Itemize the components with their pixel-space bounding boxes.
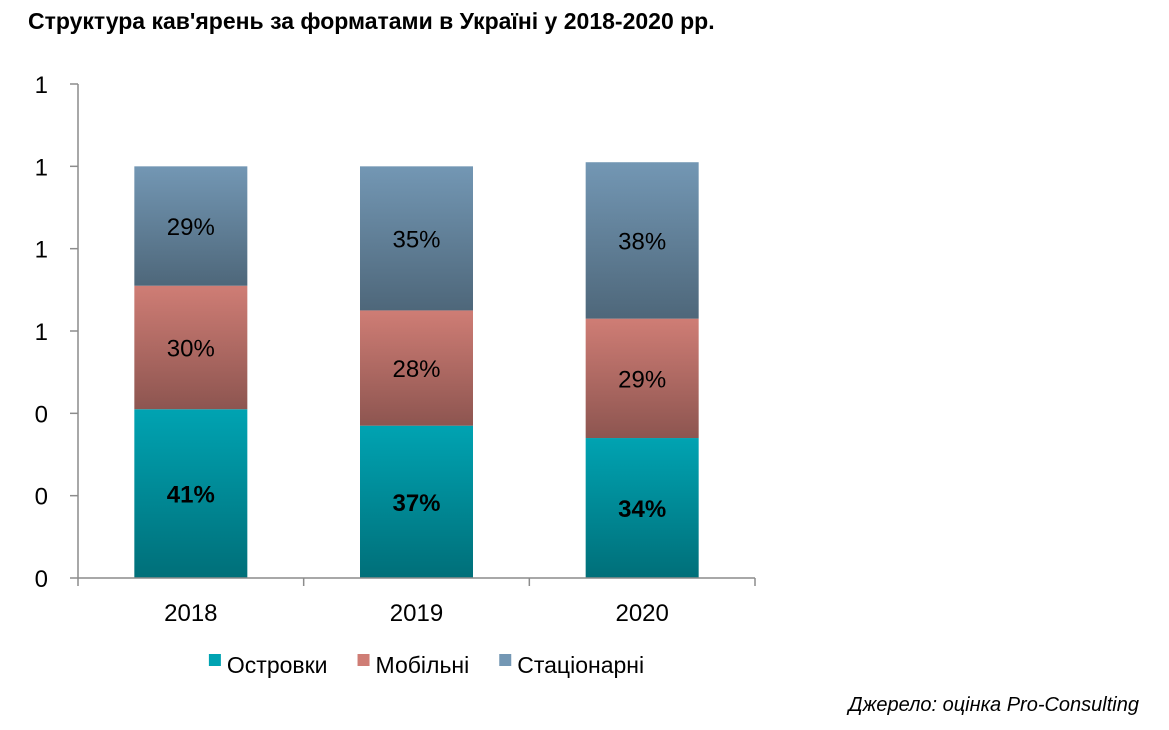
y-tick-label: 1 xyxy=(35,319,48,346)
bar-2018-1 xyxy=(134,285,248,410)
legend-swatch xyxy=(357,654,370,666)
legend-label: Островки xyxy=(227,652,328,678)
y-tick-label: 1 xyxy=(35,237,48,264)
legend-item-0: Островки xyxy=(208,652,328,678)
data-label-2019-2: 35% xyxy=(392,226,440,253)
bar-2019-2 xyxy=(360,166,473,311)
legend: Островки Мобільні Стаціонарні xyxy=(208,652,644,678)
legend-swatch xyxy=(499,654,512,666)
y-tick-label: 0 xyxy=(35,484,48,511)
bar-2019-1 xyxy=(360,310,473,426)
legend-label: Стаціонарні xyxy=(517,652,644,678)
x-tick-label-2019: 2019 xyxy=(390,600,443,627)
data-labels-layer: 41% 30% 29% 37% 28% 35% 34% 29% 38% xyxy=(167,214,666,523)
legend-swatch xyxy=(208,654,221,666)
bar-2018-0 xyxy=(134,409,248,578)
chart-title: Структура кав'ярень за форматами в Украї… xyxy=(28,8,715,34)
data-label-2020-1: 29% xyxy=(618,366,666,393)
data-label-2018-2: 29% xyxy=(167,214,215,241)
source-note: Джерело: оцінка Pro-Consulting xyxy=(848,694,1139,716)
y-tick-label: 0 xyxy=(35,401,48,428)
bar-2020-2 xyxy=(585,162,699,319)
data-label-2020-0: 34% xyxy=(618,496,666,523)
legend-item-2: Стаціонарні xyxy=(499,652,644,678)
bar-2020-1 xyxy=(585,318,699,439)
bar-2018-2 xyxy=(134,166,248,286)
bars-layer xyxy=(134,162,699,578)
axes-layer: 2018 2019 2020 0 0 0 1 1 1 1 xyxy=(35,72,756,627)
data-label-2020-2: 38% xyxy=(618,228,666,255)
legend-item-1: Мобільні xyxy=(357,652,470,678)
y-tick-label: 0 xyxy=(35,566,48,593)
legend-label: Мобільні xyxy=(376,652,470,678)
y-tick-label: 1 xyxy=(35,154,48,181)
data-label-2018-0: 41% xyxy=(167,482,215,509)
bar-2020-0 xyxy=(585,438,699,578)
data-label-2019-1: 28% xyxy=(392,356,440,383)
x-tick-label-2018: 2018 xyxy=(164,600,217,627)
bar-2019-0 xyxy=(360,425,473,578)
y-tick-label: 1 xyxy=(35,72,48,99)
data-label-2019-0: 37% xyxy=(392,490,440,517)
x-tick-label-2020: 2020 xyxy=(615,600,668,627)
data-label-2018-1: 30% xyxy=(167,335,215,362)
